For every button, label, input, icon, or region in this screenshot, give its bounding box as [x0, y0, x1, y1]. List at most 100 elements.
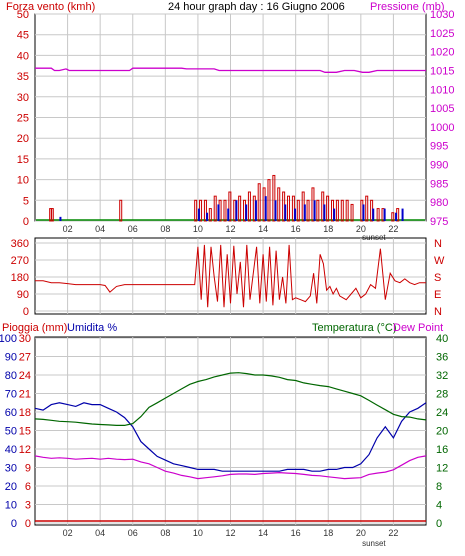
x-tick-label: 18	[323, 224, 333, 234]
temperature-tick-label: 16	[436, 444, 448, 456]
humidity-tick-label: 0	[11, 518, 17, 530]
wind-tick-label: 10	[17, 175, 29, 187]
x-tick-label: 08	[160, 224, 170, 234]
x-tick-label: 20	[356, 224, 366, 234]
humidity-axis-label: Umidita %	[67, 322, 117, 334]
compass-label: E	[434, 289, 441, 301]
wind-tick-label: 0	[23, 216, 29, 228]
x-tick-label: 06	[128, 528, 138, 538]
temperature-line	[34, 372, 427, 426]
wind-tick-label: 50	[17, 9, 29, 21]
rain-tick-label: 24	[19, 370, 31, 382]
pressure-tick-label: 1025	[430, 28, 454, 40]
temperature-tick-label: 40	[436, 333, 448, 345]
wind-speed-bar	[208, 208, 212, 222]
temperature-tick-label: 8	[436, 481, 442, 493]
wind-speed-bar	[213, 195, 217, 222]
wind-gust-bar	[197, 208, 200, 221]
wind-gust-bar	[401, 208, 404, 221]
humidity-tick-label: 40	[5, 444, 17, 456]
temperature-tick-label: 32	[436, 370, 448, 382]
rain-tick-label: 3	[25, 500, 31, 512]
pressure-line	[35, 67, 426, 73]
wind-speed-bar	[247, 191, 251, 222]
rain-tick-label: 21	[19, 389, 31, 401]
x-tick-label: 20	[356, 528, 366, 538]
wind-speed-bar	[376, 208, 380, 222]
wind-gust-bar	[303, 204, 306, 221]
wind-gust-bar	[395, 212, 398, 221]
temperature-tick-label: 0	[436, 518, 442, 530]
wind-gust-bar	[206, 212, 209, 221]
wind-speed-bar	[277, 187, 281, 222]
humidity-tick-label: 30	[5, 463, 17, 475]
x-tick-label: 16	[291, 224, 301, 234]
rain-tick-label: 15	[19, 426, 31, 438]
wind-speed-bar	[50, 208, 54, 222]
wind-gust-bar	[227, 208, 230, 221]
wind-speed-bar	[223, 199, 227, 222]
wind-speed-bar	[391, 212, 395, 222]
temperature-tick-label: 4	[436, 500, 442, 512]
wind-gust-bar	[333, 208, 336, 221]
x-tick-label: 04	[95, 528, 105, 538]
pressure-tick-label: 995	[430, 141, 448, 153]
wind-speed-bar	[267, 179, 271, 222]
humidity-line	[34, 402, 427, 472]
wind-tick-label: 45	[17, 30, 29, 42]
direction-tick-label: 180	[11, 272, 29, 284]
pressure-tick-label: 980	[430, 197, 448, 209]
x-tick-label: 10	[193, 224, 203, 234]
sunset-label: sunset	[362, 539, 386, 548]
wind-speed-bar	[316, 199, 320, 222]
wind-speed-bar	[365, 195, 369, 222]
wind-tick-label: 20	[17, 133, 29, 145]
pressure-tick-label: 975	[430, 216, 448, 228]
rain-tick-label: 9	[25, 463, 31, 475]
dewpoint-axis-label: Dew Point	[393, 322, 443, 334]
wind-axis-label: Forza vento (kmh)	[6, 1, 95, 13]
temperature-tick-label: 20	[436, 426, 448, 438]
wind-speed-bar	[287, 195, 291, 222]
wind-speed-bar	[345, 199, 349, 222]
humidity-tick-label: 80	[5, 370, 17, 382]
wind-gust-bar	[245, 204, 248, 221]
wind-speed-bar	[238, 195, 242, 222]
x-tick-label: 06	[128, 224, 138, 234]
compass-label: W	[434, 255, 445, 267]
wind-gust-bar	[264, 196, 267, 221]
wind-gust-bar	[362, 204, 365, 221]
chart-title: 24 hour graph day : 16 Giugno 2006	[168, 1, 345, 13]
temperature-tick-label: 12	[436, 463, 448, 475]
pressure-tick-label: 990	[430, 160, 448, 172]
wind-speed-bar	[194, 199, 198, 222]
wind-speed-bar	[119, 199, 123, 222]
pressure-axis-label: Pressione (mb)	[370, 1, 445, 13]
rain-tick-label: 27	[19, 352, 31, 364]
x-tick-label: 12	[225, 528, 235, 538]
x-tick-label: 08	[160, 528, 170, 538]
wind-speed-bar	[335, 199, 339, 222]
temperature-tick-label: 36	[436, 352, 448, 364]
wind-gust-bar	[313, 200, 316, 221]
x-tick-label: 22	[388, 528, 398, 538]
pressure-tick-label: 985	[430, 178, 448, 190]
wind-speed-bar	[203, 199, 207, 222]
humidity-tick-label: 50	[5, 426, 17, 438]
compass-label: S	[434, 272, 441, 284]
wind-tick-label: 15	[17, 154, 29, 166]
wind-gust-bar	[254, 200, 257, 221]
x-tick-label: 22	[388, 224, 398, 234]
x-tick-label: 04	[95, 224, 105, 234]
x-tick-label: 02	[63, 224, 73, 234]
direction-tick-label: 90	[17, 289, 29, 301]
rain-tick-label: 6	[25, 481, 31, 493]
temperature-axis-label: Temperatura (°C)	[312, 322, 396, 334]
wind-speed-bar	[272, 174, 276, 222]
wind-gust-bar	[323, 204, 326, 221]
wind-direction-line	[35, 244, 426, 308]
pressure-tick-label: 1000	[430, 122, 454, 134]
rain-tick-label: 12	[19, 444, 31, 456]
humidity-tick-label: 70	[5, 389, 17, 401]
